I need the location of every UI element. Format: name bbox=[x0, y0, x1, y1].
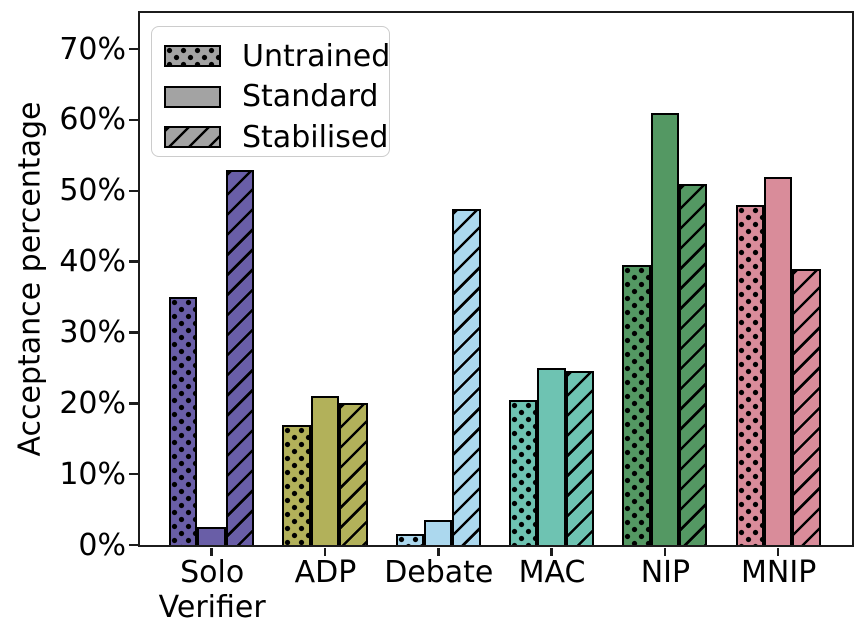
plot-area: Untrained Standard Stabilised bbox=[129, 11, 854, 556]
y-tick-mark bbox=[129, 260, 138, 263]
bar-group-mac bbox=[509, 13, 595, 545]
bar-untrained-mnip bbox=[735, 204, 764, 545]
legend-patch-diagonal-icon bbox=[164, 126, 221, 149]
bar-standard-solo bbox=[197, 527, 226, 545]
bar-stabilised-solo bbox=[225, 169, 255, 545]
y-tick-mark bbox=[129, 402, 138, 405]
bar-group-mnip bbox=[735, 13, 821, 545]
y-tick-mark bbox=[129, 331, 138, 334]
bar-stabilised-mac bbox=[565, 371, 595, 545]
bar-untrained-adp bbox=[282, 424, 311, 545]
bar-standard-mac bbox=[537, 367, 566, 545]
legend-row-standard: Standard bbox=[164, 77, 389, 118]
y-tick-label: 10% bbox=[59, 456, 126, 492]
y-tick-mark bbox=[129, 189, 138, 193]
y-tick-mark bbox=[129, 472, 138, 476]
x-tick-mark bbox=[437, 547, 440, 556]
bar-standard-mnip bbox=[763, 176, 793, 545]
y-tick-label: 40% bbox=[59, 244, 126, 280]
bar-untrained-solo bbox=[169, 297, 198, 545]
legend-label: Untrained bbox=[242, 38, 391, 74]
y-tick-label: 50% bbox=[59, 173, 126, 209]
y-tick-mark bbox=[129, 47, 138, 51]
y-tick-mark bbox=[129, 118, 138, 122]
bar-standard-adp bbox=[310, 396, 340, 545]
bar-untrained-debate bbox=[395, 534, 425, 545]
y-tick-label: 30% bbox=[59, 314, 126, 350]
x-tick-mark bbox=[663, 547, 667, 556]
bar-stabilised-debate bbox=[452, 208, 481, 545]
x-tick-label: MNIP bbox=[741, 555, 817, 590]
y-tick-label: 70% bbox=[59, 31, 126, 67]
y-tick-mark bbox=[129, 543, 138, 547]
x-tick-label: Solo Verifier bbox=[158, 555, 266, 625]
y-tick-label: 0% bbox=[78, 527, 126, 563]
x-tick-mark bbox=[550, 547, 553, 556]
x-tick-label: MAC bbox=[518, 555, 586, 590]
bar-stabilised-mnip bbox=[792, 268, 821, 545]
x-tick-mark bbox=[210, 547, 213, 556]
legend-label: Standard bbox=[242, 79, 379, 115]
bar-group-adp bbox=[282, 13, 368, 545]
x-tick-mark bbox=[776, 547, 780, 556]
x-tick-mark bbox=[323, 547, 327, 556]
bar-group-solo bbox=[169, 13, 255, 545]
legend-label: Stabilised bbox=[242, 119, 389, 155]
legend: Untrained Standard Stabilised bbox=[151, 26, 390, 157]
bar-group-debate bbox=[395, 13, 481, 545]
y-tick-label: 20% bbox=[59, 385, 126, 421]
bar-standard-nip bbox=[650, 112, 680, 545]
x-tick-label: NIP bbox=[640, 555, 691, 590]
x-tick-label: Debate bbox=[384, 555, 494, 590]
legend-patch-solid-icon bbox=[164, 85, 221, 108]
bar-untrained-mac bbox=[509, 399, 538, 545]
legend-patch-dots-icon bbox=[164, 45, 221, 68]
legend-row-stabilised: Stabilised bbox=[164, 117, 389, 158]
y-tick-label: 60% bbox=[59, 102, 126, 138]
legend-row-untrained: Untrained bbox=[164, 36, 391, 77]
bar-stabilised-nip bbox=[679, 183, 708, 545]
x-tick-label: ADP bbox=[294, 555, 357, 590]
bar-group-nip bbox=[622, 13, 708, 545]
bar-standard-debate bbox=[424, 520, 453, 545]
bar-stabilised-adp bbox=[339, 403, 368, 545]
bar-untrained-nip bbox=[622, 265, 651, 545]
